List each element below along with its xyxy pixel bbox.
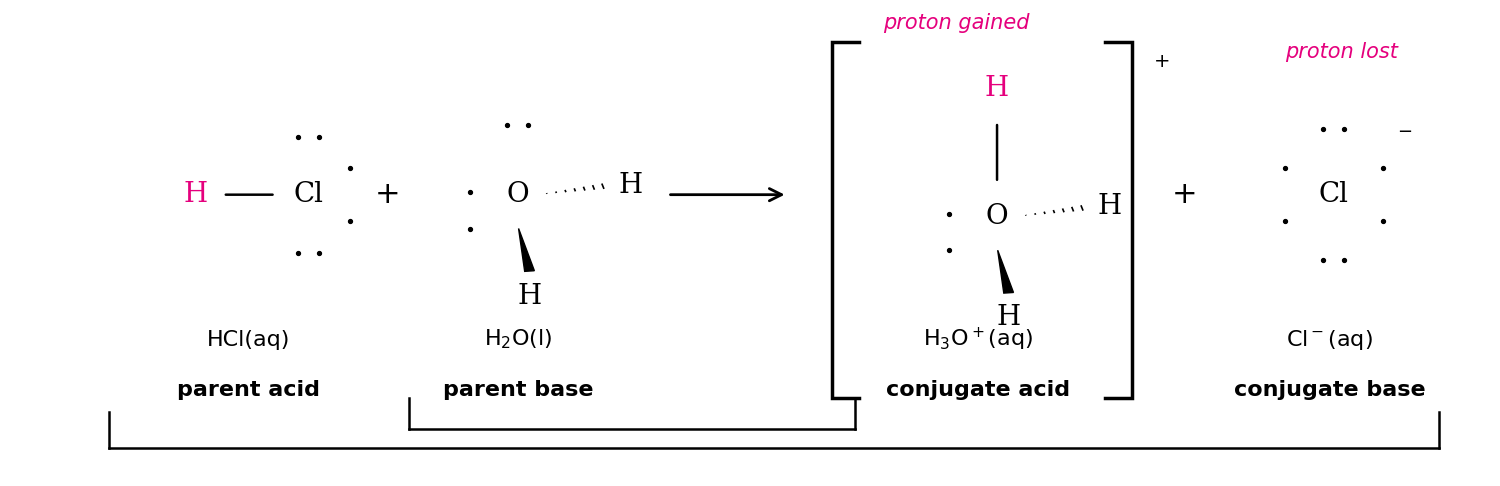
Text: O: O <box>507 181 530 208</box>
Text: Cl: Cl <box>1318 181 1348 208</box>
Text: H$_2$O(l): H$_2$O(l) <box>483 328 552 351</box>
Text: parent acid: parent acid <box>177 381 320 400</box>
Text: −: − <box>1396 123 1411 141</box>
Text: Cl$^-$(aq): Cl$^-$(aq) <box>1286 328 1372 352</box>
Text: H$_3$O$^+$(aq): H$_3$O$^+$(aq) <box>922 326 1032 353</box>
Text: H: H <box>518 283 542 310</box>
Text: O: O <box>986 203 1008 230</box>
Text: H: H <box>986 75 1010 102</box>
Text: HCl(aq): HCl(aq) <box>207 330 290 349</box>
Text: Cl: Cl <box>294 181 324 208</box>
Text: H: H <box>184 181 209 208</box>
Text: +: + <box>1172 180 1197 209</box>
Text: conjugate base: conjugate base <box>1233 381 1425 400</box>
Text: H: H <box>618 172 642 198</box>
Text: conjugate acid: conjugate acid <box>885 381 1070 400</box>
Text: H: H <box>998 304 1022 331</box>
Polygon shape <box>998 250 1014 293</box>
Polygon shape <box>519 228 534 271</box>
Text: H: H <box>1098 193 1122 220</box>
Text: parent base: parent base <box>442 381 592 400</box>
Text: +: + <box>375 180 400 209</box>
Text: proton gained: proton gained <box>884 13 1031 33</box>
Text: +: + <box>1155 52 1170 71</box>
Text: proton lost: proton lost <box>1286 42 1398 62</box>
